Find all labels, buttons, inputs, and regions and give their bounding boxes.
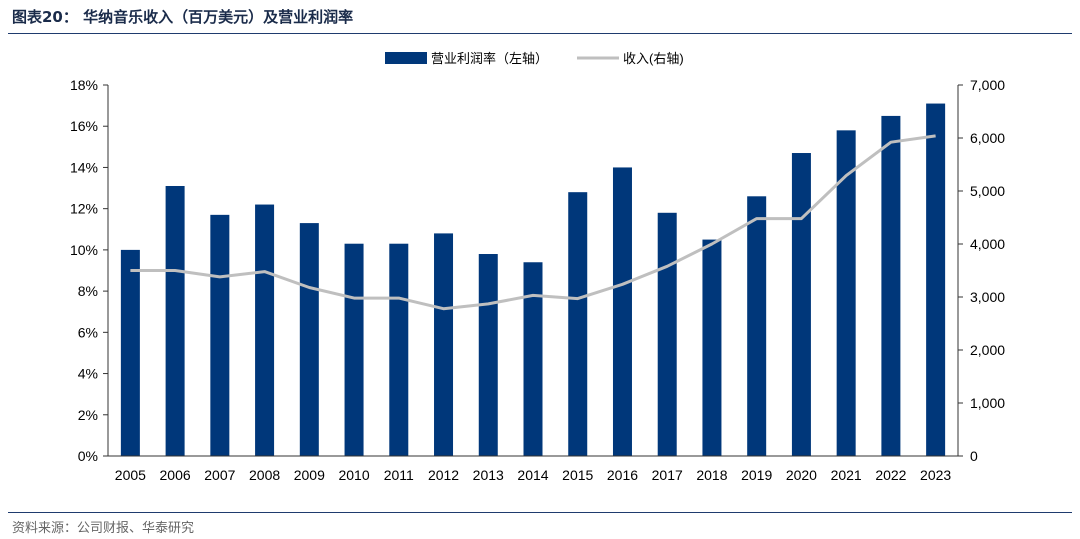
left-axis: 0% 2% 4% 6% 8% 10% 12% 14% 16% 18% xyxy=(70,77,109,464)
right-tick-label: 1,000 xyxy=(970,395,1005,411)
top-rule xyxy=(8,33,1072,34)
x-tick-label: 2010 xyxy=(338,467,369,483)
right-tick-label: 2,000 xyxy=(970,342,1005,358)
left-tick-label: 6% xyxy=(78,324,98,340)
x-tick-label: 2019 xyxy=(741,467,772,483)
x-tick-label: 2016 xyxy=(607,467,638,483)
bottom-rule xyxy=(8,512,1072,513)
bar-2022 xyxy=(881,115,901,457)
left-tick-label: 14% xyxy=(70,159,98,175)
bar-2005 xyxy=(120,249,140,456)
x-tick-label: 2023 xyxy=(920,467,951,483)
bar-2018 xyxy=(702,239,722,456)
x-tick-label: 2006 xyxy=(160,467,191,483)
x-tick-label: 2009 xyxy=(294,467,325,483)
figure-header: 图表20： 华纳音乐收入（百万美元）及营业利润率 xyxy=(0,0,1080,34)
source-note: 资料来源：公司财报、华泰研究 xyxy=(12,521,195,536)
bar-2006 xyxy=(165,185,185,456)
bar-2016 xyxy=(612,167,632,456)
x-tick-label: 2015 xyxy=(562,467,593,483)
x-tick-label: 2020 xyxy=(786,467,817,483)
left-tick-label: 16% xyxy=(70,118,98,134)
left-tick-label: 4% xyxy=(78,366,98,382)
right-tick-label: 7,000 xyxy=(970,77,1005,93)
bar-2010 xyxy=(344,243,364,456)
bar-2015 xyxy=(568,192,588,456)
left-tick-label: 8% xyxy=(78,283,98,299)
right-tick-label: 6,000 xyxy=(970,130,1005,146)
x-tick-label: 2013 xyxy=(473,467,504,483)
left-tick-label: 2% xyxy=(78,407,98,423)
figure-title: 图表20： 华纳音乐收入（百万美元）及营业利润率 xyxy=(12,8,354,26)
bar-2008 xyxy=(255,204,275,456)
legend-line-label: 收入(右轴) xyxy=(623,51,684,66)
bar-2017 xyxy=(657,212,677,456)
left-tick-label: 18% xyxy=(70,77,98,93)
bar-2019 xyxy=(747,196,767,457)
bar-series xyxy=(120,103,946,457)
bar-2021 xyxy=(836,130,856,456)
bar-2011 xyxy=(389,243,409,456)
bar-2007 xyxy=(210,214,230,456)
x-tick-label: 2008 xyxy=(249,467,280,483)
bar-2023 xyxy=(926,103,946,457)
x-tick-label: 2022 xyxy=(875,467,906,483)
x-tick-label: 2007 xyxy=(204,467,235,483)
bar-2014 xyxy=(523,262,543,456)
combo-chart: 营业利润率（左轴） 收入(右轴) 0% 2% 4% 6% 8% 10% 12% 14% 16% 18… xyxy=(70,51,1005,483)
legend-bar-label: 营业利润率（左轴） xyxy=(431,51,548,66)
right-tick-label: 0 xyxy=(970,448,978,464)
x-axis: 2005 2006 2007 2008 2009 2010 2011 2012 2013 2014… xyxy=(108,455,958,483)
bar-2009 xyxy=(299,223,319,456)
x-tick-label: 2011 xyxy=(384,467,414,483)
bar-2013 xyxy=(478,254,498,456)
x-tick-label: 2021 xyxy=(831,467,862,483)
bar-2012 xyxy=(434,233,454,456)
chart-legend: 营业利润率（左轴） 收入(右轴) xyxy=(385,51,684,66)
left-tick-label: 0% xyxy=(78,448,98,464)
left-tick-label: 10% xyxy=(70,242,98,258)
legend-bar-swatch xyxy=(385,52,427,64)
x-tick-label: 2012 xyxy=(428,467,459,483)
right-tick-label: 5,000 xyxy=(970,183,1005,199)
right-tick-label: 4,000 xyxy=(970,236,1005,252)
x-tick-label: 2005 xyxy=(115,467,146,483)
line-series xyxy=(130,134,936,311)
x-tick-label: 2014 xyxy=(517,467,548,483)
x-tick-label: 2018 xyxy=(696,467,727,483)
left-tick-label: 12% xyxy=(70,201,98,217)
bar-2020 xyxy=(791,153,811,456)
right-axis: 0 1,000 2,000 3,000 4,000 5,000 6,000 7,000 xyxy=(957,77,1005,464)
x-tick-label: 2017 xyxy=(652,467,683,483)
right-tick-label: 3,000 xyxy=(970,289,1005,305)
